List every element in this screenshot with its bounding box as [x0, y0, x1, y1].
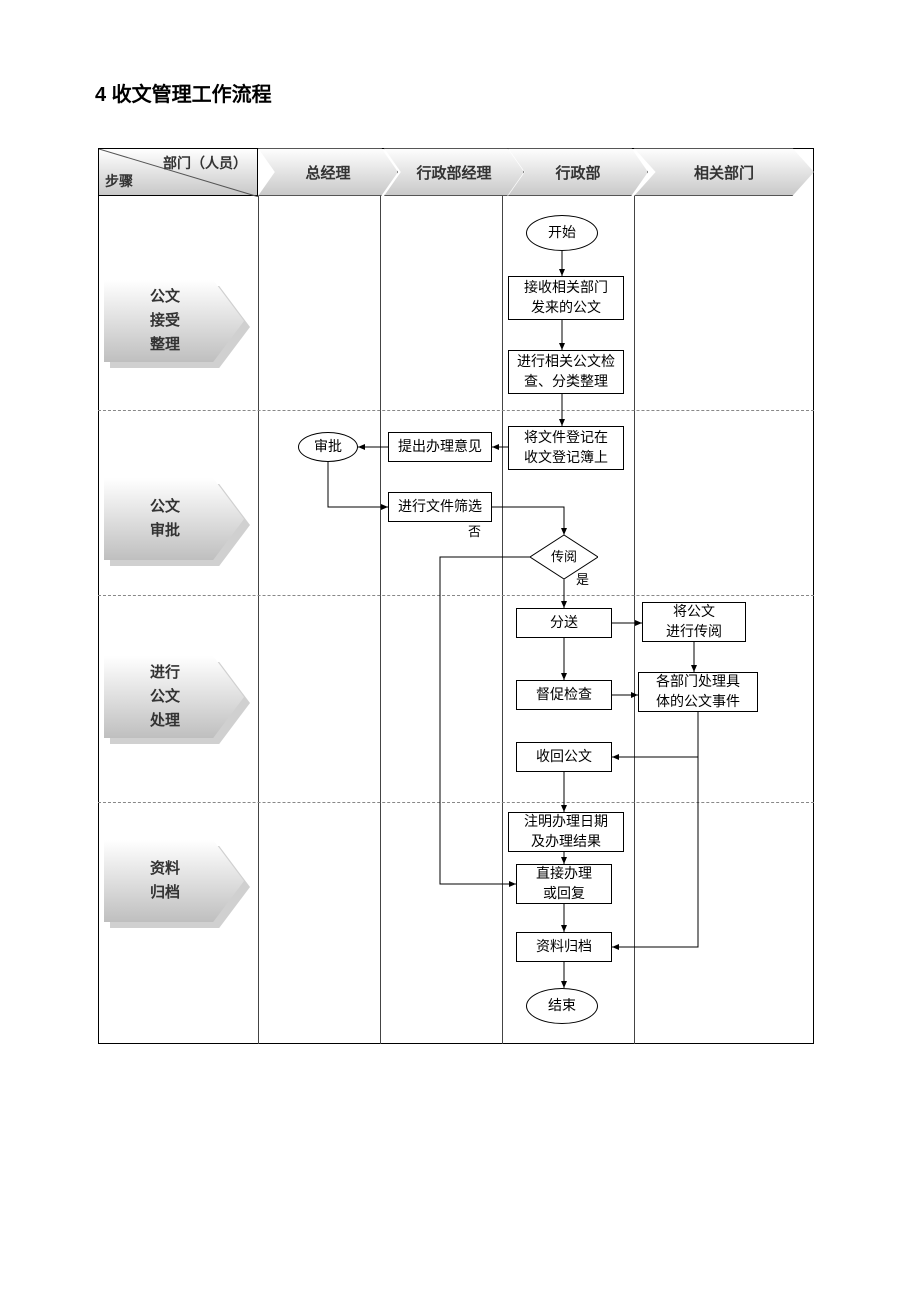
step-3-l2: 公文: [150, 685, 180, 709]
header-corner: 部门（人员） 步骤: [98, 148, 258, 196]
step-2-l1: 公文: [150, 495, 180, 519]
row-div-3: [98, 802, 814, 803]
step-4-l3: 归档: [150, 881, 180, 905]
lane-header-rel: 相关部门: [634, 148, 814, 196]
step-2-l3: 审批: [150, 519, 180, 543]
lane-div-3: [502, 196, 503, 1044]
lane-header-amgr-label: 行政部经理: [416, 162, 491, 183]
node-n_appr: 审批: [298, 432, 358, 462]
node-n_dir: 直接办理或回复: [516, 864, 612, 904]
node-n_op: 提出办理意见: [388, 432, 492, 462]
step-3-l1: 进行: [150, 661, 180, 685]
node-n_circ2: 将公文进行传阅: [642, 602, 746, 642]
lane-header-amgr: 行政部经理: [384, 148, 524, 196]
lane-header-gm-label: 总经理: [305, 162, 350, 183]
lane-div-4: [634, 196, 635, 1044]
node-start: 开始: [526, 215, 598, 251]
node-d_circ: 传阅: [530, 535, 598, 579]
node-n_arch: 资料归档: [516, 932, 612, 962]
page: 4 收文管理工作流程 部门（人员） 步骤 总经理 行政部经理 行政部 相关部门 …: [0, 0, 920, 1302]
lane-header-rel-label: 相关部门: [694, 162, 754, 183]
step-4-l1: 资料: [150, 857, 180, 881]
step-3-l3: 处理: [150, 709, 180, 733]
step-1-l3: 整理: [150, 333, 180, 357]
lane-div-1: [258, 196, 259, 1044]
node-n_urge: 督促检查: [516, 680, 612, 710]
step-1-l2: 接受: [150, 309, 180, 333]
row-div-1: [98, 410, 814, 411]
node-n_recv: 接收相关部门发来的公文: [508, 276, 624, 320]
lane-header-adm: 行政部: [508, 148, 648, 196]
lane-header-gm: 总经理: [258, 148, 398, 196]
node-n_filt: 进行文件筛选: [388, 492, 492, 522]
node-n_reg: 将文件登记在收文登记簿上: [508, 426, 624, 470]
header-corner-top: 部门（人员）: [163, 153, 247, 173]
step-1-l1: 公文: [150, 285, 180, 309]
lane-div-2: [380, 196, 381, 1044]
node-n_date: 注明办理日期及办理结果: [508, 812, 624, 852]
node-n_send: 分送: [516, 608, 612, 638]
row-div-2: [98, 595, 814, 596]
header-corner-bottom: 步骤: [105, 171, 133, 191]
node-n_dept: 各部门处理具体的公文事件: [638, 672, 758, 712]
node-n_ret: 收回公文: [516, 742, 612, 772]
lane-header-adm-label: 行政部: [555, 162, 600, 183]
page-title: 4 收文管理工作流程: [95, 78, 272, 107]
node-end: 结束: [526, 988, 598, 1024]
node-n_chk: 进行相关公文检查、分类整理: [508, 350, 624, 394]
